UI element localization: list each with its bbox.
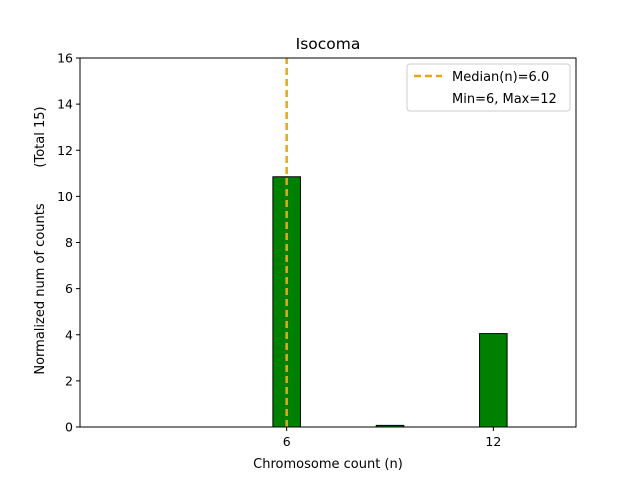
y-axis-label-note: (Total 15): [33, 106, 48, 167]
y-tick-label-12: 12: [57, 143, 73, 158]
y-axis-label: Normalized num of counts: [33, 203, 48, 374]
x-ticks: 6 12: [283, 427, 501, 449]
legend-median-label: Median(n)=6.0: [452, 70, 549, 85]
y-tick-label-10: 10: [57, 189, 73, 204]
legend-frame: [406, 63, 571, 112]
x-tick-label-12: 12: [485, 434, 501, 449]
bar-12: [479, 333, 508, 428]
y-tick-label-4: 4: [65, 327, 73, 342]
y-ticks: 0 2 4 6 8 10 12 14 16: [57, 51, 80, 435]
y-tick-label-2: 2: [65, 373, 73, 388]
x-axis-label: Chromosome count (n): [253, 457, 403, 472]
x-tick-label-6: 6: [283, 434, 291, 449]
legend-range-label: Min=6, Max=12: [452, 92, 557, 107]
legend: Median(n)=6.0 Min=6, Max=12: [406, 63, 571, 112]
y-tick-label-14: 14: [57, 97, 73, 112]
y-tick-label-8: 8: [65, 235, 73, 250]
y-tick-label-16: 16: [57, 51, 73, 66]
y-tick-label-0: 0: [65, 420, 73, 435]
y-tick-label-6: 6: [65, 281, 73, 296]
bars-group: [272, 176, 508, 428]
chart-title: Isocoma: [296, 35, 361, 53]
